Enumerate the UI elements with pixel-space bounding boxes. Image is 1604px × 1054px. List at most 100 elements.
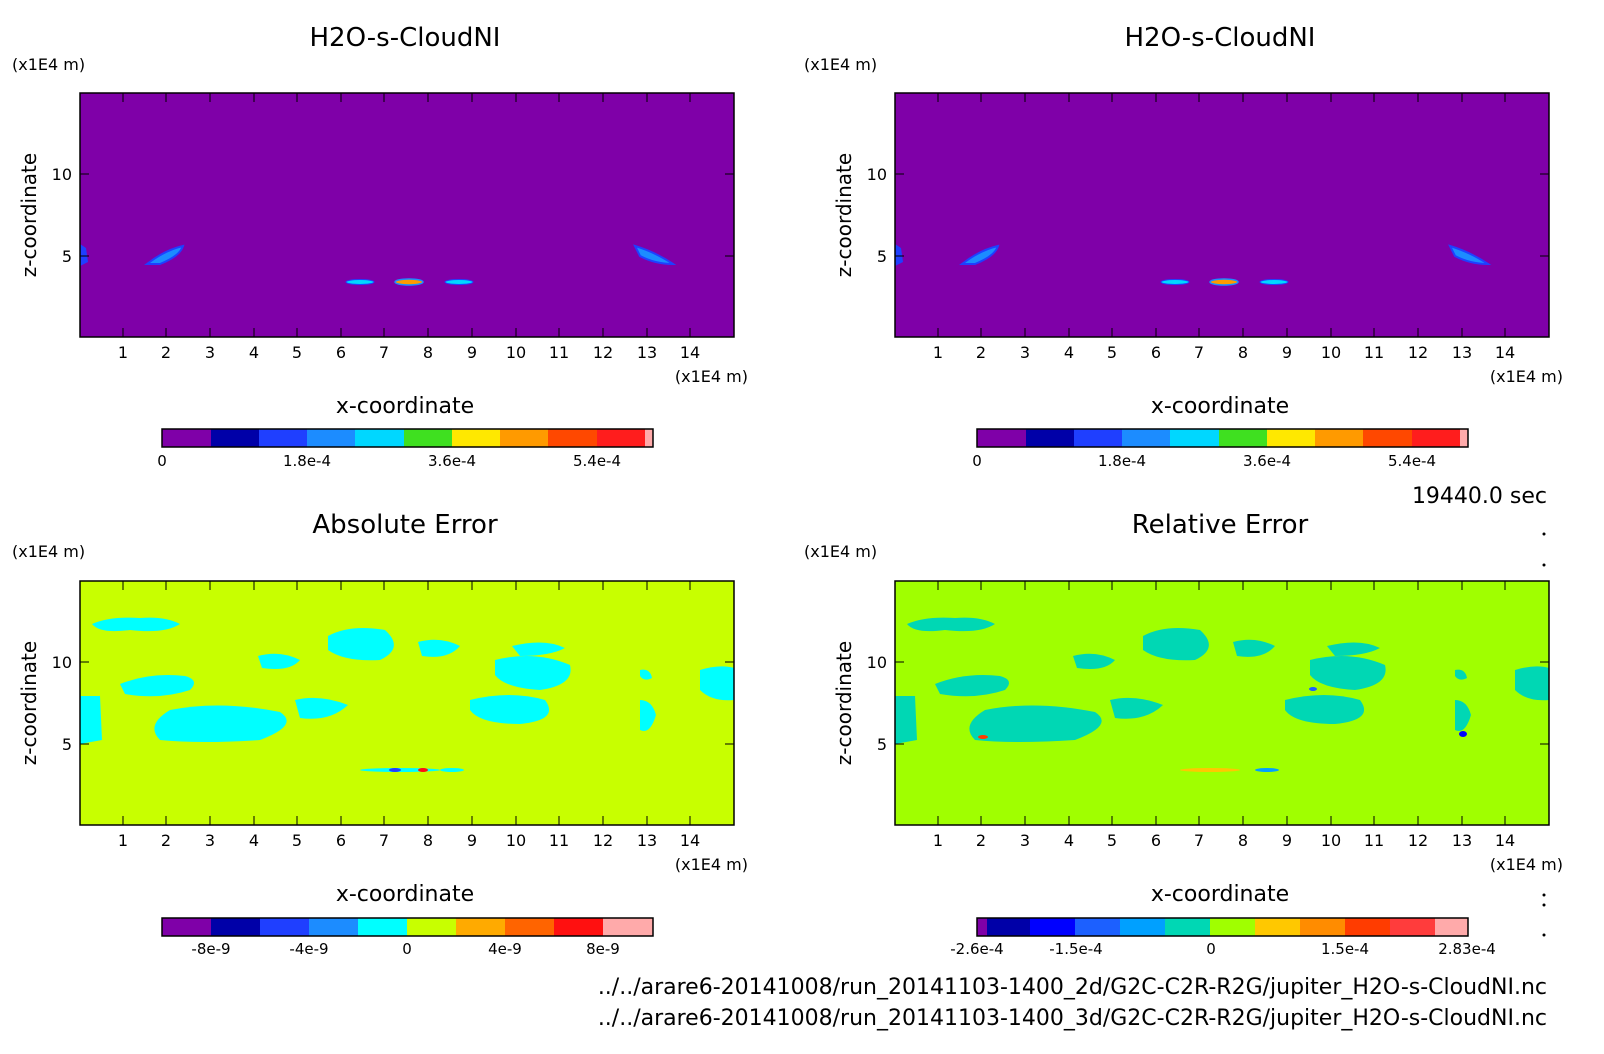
x-tick: 11 — [549, 93, 569, 362]
x-tick-label: 14 — [680, 343, 700, 362]
colorbar-tick-label: 5.4e-4 — [1388, 452, 1436, 470]
x-tick: 8 — [1238, 581, 1248, 850]
x-tick: 7 — [1194, 93, 1204, 362]
x-tick: 3 — [1020, 93, 1030, 362]
x-tick: 13 — [637, 93, 657, 362]
x-tick-label: 11 — [1364, 831, 1384, 850]
x-tick: 2 — [161, 581, 171, 850]
plot-frame — [79, 580, 735, 826]
x-tick: 7 — [1194, 581, 1204, 850]
x-tick: 1 — [118, 581, 128, 850]
x-tick-label: 12 — [593, 343, 613, 362]
colorbar-swatch — [162, 918, 211, 936]
x-tick: 12 — [593, 93, 613, 362]
y-tick-label: 5 — [877, 247, 887, 266]
y-tick: 10 — [867, 165, 1549, 184]
colorbar-swatch — [1210, 918, 1255, 936]
colorbar-swatch — [1170, 429, 1219, 447]
x-tick-label: 7 — [1194, 343, 1204, 362]
x-tick: 13 — [1452, 581, 1472, 850]
x-tick: 11 — [549, 581, 569, 850]
colorbar-tick-label: 0 — [972, 452, 982, 470]
x-tick: 7 — [379, 93, 389, 362]
x-tick: 4 — [249, 93, 259, 362]
x-tick-label: 3 — [205, 343, 215, 362]
x-tick: 10 — [506, 93, 526, 362]
x-tick-label: 9 — [467, 343, 477, 362]
x-axis-label: x-coordinate — [1151, 394, 1289, 419]
x-tick-label: 13 — [637, 831, 657, 850]
plot-area — [895, 581, 1549, 825]
x-tick-label: 13 — [1452, 831, 1472, 850]
x-tick: 13 — [1452, 93, 1472, 362]
x-tick: 6 — [336, 93, 346, 362]
x-tick-label: 8 — [1238, 343, 1248, 362]
dot-mark — [1542, 903, 1546, 907]
error-feature — [418, 768, 428, 772]
x-tick-label: 11 — [549, 831, 569, 850]
colorbar-swatch — [1460, 429, 1468, 447]
colorbar: -2.6e-4 -1.5e-4 0 1.5e-4 2.83e-4 — [950, 917, 1496, 958]
cloud-feature — [345, 279, 375, 285]
x-tick-label: 11 — [549, 343, 569, 362]
error-patches — [895, 617, 1549, 744]
x-tick-label: 6 — [1151, 831, 1161, 850]
x-tick-label: 8 — [1238, 831, 1248, 850]
y-axis-label: z-coordinate — [832, 641, 856, 765]
colorbar-swatch — [1219, 429, 1267, 447]
colorbar-swatch — [977, 918, 987, 936]
cloud-feature — [394, 278, 424, 286]
cloud-feature — [444, 279, 474, 285]
x-tick-label: 9 — [467, 831, 477, 850]
x-tick-label: 7 — [379, 343, 389, 362]
x-tick-label: 1 — [118, 343, 128, 362]
colorbar-swatch — [1026, 429, 1074, 447]
y-tick-label: 5 — [877, 735, 887, 754]
y-tick-label: 10 — [52, 653, 72, 672]
x-tick: 3 — [205, 93, 215, 362]
x-tick-label: 13 — [1452, 343, 1472, 362]
x-tick: 6 — [336, 581, 346, 850]
x-tick-label: 3 — [1020, 343, 1030, 362]
colorbar-tick-label: -4e-9 — [289, 940, 328, 958]
y-tick-label: 5 — [62, 735, 72, 754]
colorbar-tick-label: 2.83e-4 — [1438, 940, 1496, 958]
x-tick-label: 2 — [976, 831, 986, 850]
x-tick-label: 8 — [423, 343, 433, 362]
colorbar-swatch — [500, 429, 548, 447]
x-tick-label: 6 — [336, 343, 346, 362]
dot-mark — [1542, 933, 1546, 937]
dot-mark — [1542, 563, 1546, 567]
y-unit-label: (x1E4 m) — [12, 542, 85, 561]
y-unit-label: (x1E4 m) — [804, 542, 877, 561]
colorbar-swatch — [554, 918, 603, 936]
colorbar-swatch — [1075, 918, 1120, 936]
panel-top-right: H2O-s-CloudNI (x1E4 m) 1 2 3 4 5 — [804, 23, 1563, 470]
panel-top-left: H2O-s-CloudNI (x1E4 m) 1 2 3 4 5 — [12, 23, 748, 470]
x-tick: 5 — [1107, 93, 1117, 362]
colorbar-swatch — [260, 918, 309, 936]
colorbar-swatch — [1412, 429, 1460, 447]
x-tick: 10 — [506, 581, 526, 850]
cloud-feature — [1160, 279, 1190, 285]
colorbar-tick-label: -2.6e-4 — [950, 940, 1003, 958]
x-tick-label: 4 — [249, 831, 259, 850]
dot-mark — [1542, 532, 1546, 536]
colorbar-swatch — [307, 429, 355, 447]
error-feature — [1459, 731, 1467, 737]
panel-title: H2O-s-CloudNI — [310, 23, 501, 53]
x-tick: 13 — [637, 581, 657, 850]
error-feature — [440, 768, 464, 772]
colorbar-swatch — [1120, 918, 1165, 936]
x-tick-label: 7 — [379, 831, 389, 850]
x-tick: 8 — [423, 93, 433, 362]
x-tick: 11 — [1364, 93, 1384, 362]
cloud-feature — [80, 244, 88, 266]
x-unit-label: (x1E4 m) — [1490, 367, 1563, 386]
cloud-feature — [633, 244, 677, 266]
x-tick-label: 10 — [506, 343, 526, 362]
plot-area — [80, 93, 734, 337]
dot-mark — [1542, 893, 1546, 897]
x-tick: 2 — [976, 93, 986, 362]
x-tick-label: 1 — [933, 831, 943, 850]
